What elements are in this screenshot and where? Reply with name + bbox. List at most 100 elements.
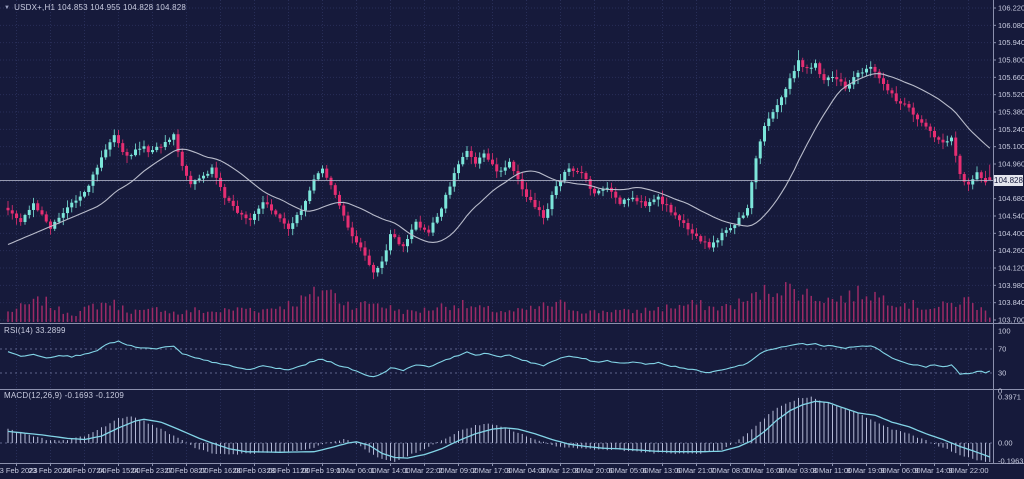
volume-bar — [24, 304, 26, 322]
volume-bar — [717, 310, 719, 322]
symbol-dropdown-icon[interactable]: ▼ — [4, 4, 11, 11]
candle-body — [367, 255, 371, 265]
candle-body — [639, 201, 643, 203]
candle-body — [822, 74, 826, 81]
candle-body — [15, 213, 18, 219]
candle-body — [746, 208, 749, 216]
candle-body — [937, 137, 941, 140]
volume-bar — [236, 307, 239, 322]
volume-bar — [644, 307, 647, 322]
candle-body — [478, 157, 482, 164]
volume-bar — [793, 289, 795, 322]
candle-body — [593, 188, 596, 194]
candle-body — [716, 240, 720, 243]
volume-bar — [751, 293, 753, 322]
candle-body — [707, 242, 711, 248]
candle-body — [95, 167, 99, 175]
candle-body — [27, 209, 31, 215]
volume-bar — [670, 308, 672, 322]
volume-bar — [100, 302, 103, 322]
volume-bar — [215, 312, 217, 322]
candle-body — [197, 178, 201, 181]
macd-histogram — [7, 396, 991, 462]
candle-body — [401, 244, 405, 247]
volume-bar — [109, 305, 111, 322]
volume-bar — [462, 299, 464, 322]
volume-bar — [585, 313, 587, 322]
volume-layer — [7, 282, 991, 322]
volume-bar — [887, 305, 889, 322]
volume-bar — [976, 309, 978, 322]
current-price-badge: 104.828 — [994, 175, 1023, 186]
candle-body — [699, 236, 703, 242]
time-tick-label: 24 Feb 15:00 — [96, 466, 140, 475]
time-tick-label: 8 Mar 11:00 — [813, 466, 852, 475]
candle-body — [945, 141, 949, 143]
candle-body — [533, 200, 537, 208]
volume-bar — [266, 308, 268, 322]
candle-body — [758, 141, 762, 159]
candle-body — [635, 197, 639, 202]
time-tick-label: 9 Mar 22:00 — [948, 466, 988, 475]
candle-body — [248, 218, 252, 220]
volume-bar — [436, 307, 438, 322]
volume-bar — [173, 311, 175, 322]
candle-body — [134, 149, 137, 156]
volume-bar — [343, 305, 345, 322]
volume-bar — [704, 310, 706, 322]
volume-bar — [904, 303, 906, 322]
volume-bar — [853, 301, 855, 322]
candle-body — [669, 204, 673, 213]
candle-body — [865, 68, 868, 73]
candle-body — [958, 155, 962, 175]
volume-bar — [551, 306, 553, 322]
candle-body — [104, 149, 108, 158]
candle-body — [406, 239, 409, 247]
volume-bar — [134, 309, 137, 322]
macd-tick-label: 0.3971 — [998, 393, 1021, 402]
candle-body — [44, 214, 48, 222]
candle-body — [214, 167, 218, 178]
volume-bar — [368, 303, 370, 322]
volume-bar — [627, 309, 630, 322]
candle-body — [869, 66, 873, 69]
volume-bar — [738, 298, 740, 322]
volume-bar — [334, 293, 336, 322]
macd-signal-line — [7, 400, 991, 459]
candle-body — [346, 215, 350, 228]
volume-bar — [933, 308, 936, 322]
candle-body — [767, 118, 771, 127]
volume-bar — [734, 309, 736, 322]
volume-bar — [623, 308, 625, 322]
candle-body — [567, 168, 571, 172]
candle-body — [814, 63, 817, 68]
candle-body — [546, 209, 550, 218]
candle-body — [287, 223, 290, 229]
candle-body — [835, 77, 839, 80]
candle-body — [809, 67, 813, 69]
volume-bar — [249, 307, 251, 322]
candle-body — [423, 227, 426, 230]
volume-bar — [321, 290, 324, 322]
volume-bar — [406, 309, 409, 322]
candle-body — [877, 71, 881, 79]
volume-bar — [219, 312, 222, 322]
time-tick-label: 7 Mar 16:00 — [744, 466, 784, 475]
rsi-tick-label: 30 — [998, 369, 1006, 378]
candle-body — [554, 186, 558, 196]
volume-bar — [857, 285, 859, 322]
candle-body — [202, 175, 205, 179]
time-tick-label: 6 Mar 21:00 — [676, 466, 716, 475]
candles-layer — [6, 50, 992, 280]
candle-body — [656, 196, 660, 200]
volume-bar — [58, 306, 60, 322]
candle-body — [6, 207, 10, 211]
candle-body — [911, 107, 915, 115]
candle-body — [32, 203, 35, 210]
candle-body — [928, 126, 932, 131]
volume-bar — [181, 314, 183, 322]
candle-body — [648, 202, 652, 207]
candle-body — [316, 173, 320, 180]
